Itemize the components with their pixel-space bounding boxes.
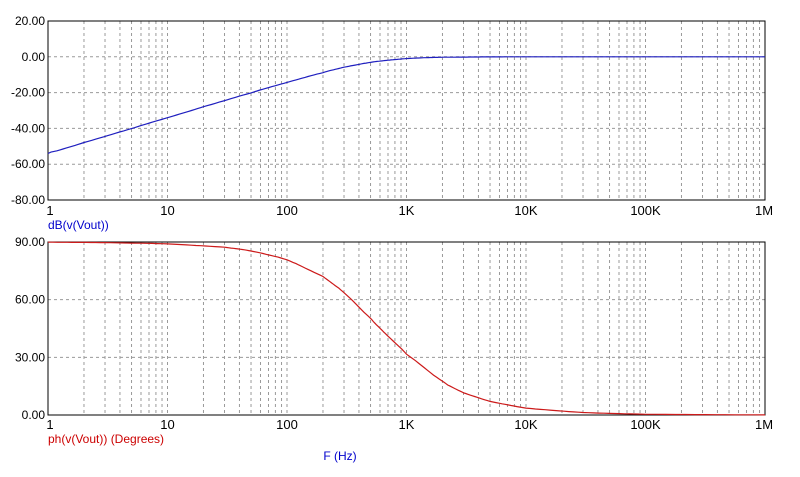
series-line (47, 56, 765, 155)
y-axis-label: ph(v(Vout)) (Degrees) (48, 432, 164, 446)
x-tick-label: 100 (276, 203, 298, 218)
plot-frame (47, 241, 766, 416)
x-tick-label: 100K (630, 417, 661, 432)
chart-panel-1: 20.00 0.00 -20.00 -40.00 -60.00 -80.001 10 100 1… (11, 14, 773, 232)
x-tick-label: 10 (160, 417, 174, 432)
x-tick-label: 1 (46, 417, 53, 432)
y-tick-label: -40.00 (11, 121, 45, 135)
x-tick-label: 10K (514, 417, 537, 432)
x-tick-label: 100K (630, 203, 661, 218)
plot-frame (47, 20, 766, 201)
y-tick-label: 90.00 (15, 235, 45, 249)
y-tick-label: 0.00 (22, 408, 46, 422)
y-tick-label: 0.00 (22, 50, 46, 64)
x-tick-label: 10K (514, 203, 537, 218)
x-tick-label: 1 (46, 203, 53, 218)
x-tick-label: 1M (755, 417, 773, 432)
chart-panel-2: 90.00 60.00 30.00 0.001 10 100 1K 10K 100K 1M ph(v… (15, 235, 773, 463)
x-tick-label: 10 (160, 203, 174, 218)
x-tick-label: 100 (276, 417, 298, 432)
x-axis-label: F (Hz) (323, 449, 356, 463)
y-tick-label: 60.00 (15, 293, 45, 307)
series-line (48, 241, 766, 416)
y-tick-label: -20.00 (11, 86, 45, 100)
y-axis-label: dB(v(Vout)) (48, 218, 109, 232)
y-tick-label: 20.00 (15, 14, 45, 28)
x-tick-label: 1K (399, 417, 415, 432)
x-tick-label: 1M (755, 203, 773, 218)
y-tick-label: -80.00 (11, 193, 45, 207)
y-tick-label: 30.00 (15, 350, 45, 364)
x-tick-label: 1K (399, 203, 415, 218)
y-tick-label: -60.00 (11, 157, 45, 171)
